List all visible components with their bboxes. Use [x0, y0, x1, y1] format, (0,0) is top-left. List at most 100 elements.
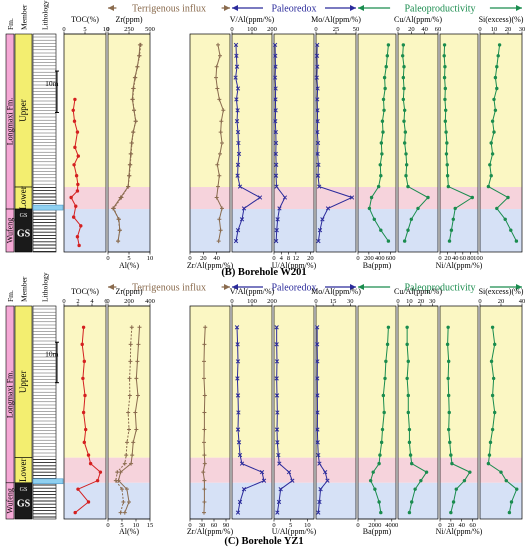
- series-top-1-point: [129, 461, 134, 466]
- series-bottom-1-point: [135, 64, 140, 69]
- series-bottom-1-point: [121, 499, 126, 504]
- series-9-point: [488, 440, 493, 445]
- series-5-point: [322, 469, 328, 475]
- series-0-point: [72, 163, 76, 167]
- series-4-point: [274, 228, 279, 233]
- series-3-point: [235, 86, 241, 91]
- panel-tick-label: 10: [304, 522, 311, 529]
- panel-tick-label: 250: [124, 26, 134, 33]
- series-3-point: [236, 410, 241, 415]
- panel-band-wufeng: [358, 482, 396, 519]
- series-2-point: [218, 53, 222, 58]
- series-5-point: [316, 452, 321, 458]
- series-8-point: [443, 65, 447, 69]
- panel-tick-label: 40: [452, 255, 459, 262]
- panel-tick-label: 4000: [385, 522, 398, 529]
- series-3-point: [261, 478, 267, 483]
- series-7-point: [401, 75, 406, 80]
- panel-tick-label: 5: [289, 522, 292, 529]
- series-5-point: [315, 140, 321, 146]
- series-0-point: [80, 342, 84, 347]
- series-6-point: [379, 141, 384, 145]
- series-bottom-1-point: [131, 130, 136, 135]
- series-4-point: [286, 469, 292, 475]
- panel-tick-label: 0: [478, 26, 481, 33]
- panel-tick-label: 40: [213, 255, 220, 262]
- series-5-point: [317, 228, 323, 233]
- panel-band-wufeng: [64, 482, 106, 519]
- series-top-1-point: [127, 499, 131, 504]
- series-6-point: [382, 75, 387, 80]
- series-6-point: [384, 65, 388, 69]
- series-9-point: [493, 410, 497, 415]
- panel-tick-label: 0: [396, 298, 399, 305]
- panel-band-lower: [440, 187, 478, 210]
- series-3-point: [235, 376, 240, 381]
- series-2-point: [217, 217, 222, 222]
- series-0-point: [86, 453, 91, 457]
- series-4-point: [273, 108, 278, 113]
- series-8-point: [450, 461, 454, 466]
- series-7-point: [404, 174, 408, 178]
- series-9-point: [489, 359, 494, 364]
- series-3-point: [235, 228, 241, 233]
- series-4-point: [274, 359, 280, 364]
- series-3-point: [235, 162, 241, 167]
- group-paleoproductivity-arrow-left: [358, 284, 364, 290]
- series-8-point: [451, 217, 455, 221]
- series-8-point: [446, 427, 451, 432]
- series-5-point: [314, 53, 320, 58]
- series-8-point: [443, 119, 448, 123]
- series-bottom-1-point: [126, 184, 131, 189]
- series-7-point: [400, 54, 405, 58]
- panel-tick-label: 60: [211, 522, 218, 529]
- series-9-point: [495, 65, 499, 69]
- panel-axis-title: Ba(ppm): [363, 261, 392, 270]
- series-5-point: [315, 173, 321, 178]
- series-0-point: [73, 510, 77, 515]
- group-paleoproductivity-label: Paleoproductivity: [404, 283, 475, 294]
- series-6-point: [373, 487, 377, 491]
- series-0-point: [73, 97, 77, 102]
- series-4-point: [273, 151, 278, 157]
- panel-tick-label: 10: [133, 522, 140, 529]
- panel-tick-label: 20: [448, 522, 455, 529]
- panel-tick-label: 0: [106, 522, 109, 529]
- panel-band-upper: [316, 34, 356, 188]
- panel-axis-title: TOC(%): [71, 287, 99, 296]
- series-7-point: [406, 228, 410, 232]
- panel-band-upper: [108, 34, 150, 188]
- panel-axis-title: Al(%): [119, 527, 139, 536]
- series-9-point: [509, 228, 513, 232]
- series-2-point: [202, 487, 207, 492]
- series-top-1-point: [136, 342, 141, 347]
- panel-tick-label: 12: [293, 255, 300, 262]
- group-terrigenous-arrow-left: [108, 5, 114, 11]
- series-5-point: [315, 97, 320, 102]
- series-8-point: [442, 75, 447, 80]
- series-6-point: [380, 119, 385, 123]
- panel-tick-label: 90: [223, 522, 230, 529]
- series-0-point: [69, 195, 73, 200]
- panel-band-wufeng: [398, 482, 438, 519]
- series-6-point: [379, 228, 383, 232]
- series-4-point: [275, 440, 280, 445]
- group-terrigenous-arrow-right: [224, 284, 230, 290]
- series-8-point: [445, 141, 449, 145]
- series-9-point: [493, 108, 498, 113]
- series-7-point: [402, 239, 407, 243]
- panel-band-upper: [398, 306, 438, 458]
- series-3-point: [234, 53, 239, 58]
- series-7-point: [407, 510, 412, 515]
- series-2-point: [202, 453, 207, 458]
- panel-band-wufeng: [316, 209, 356, 252]
- series-2-point: [202, 393, 207, 398]
- panel-band-wufeng: [316, 482, 356, 519]
- panel-tick-label: 400: [375, 255, 385, 262]
- panel-band-wufeng: [440, 209, 478, 252]
- panel-tick-label: 0: [62, 26, 65, 33]
- series-9-point: [492, 130, 496, 134]
- series-8-point: [444, 130, 448, 134]
- panel-band-upper: [480, 306, 522, 458]
- group-terrigenous-label: Terrigenous influx: [132, 4, 206, 15]
